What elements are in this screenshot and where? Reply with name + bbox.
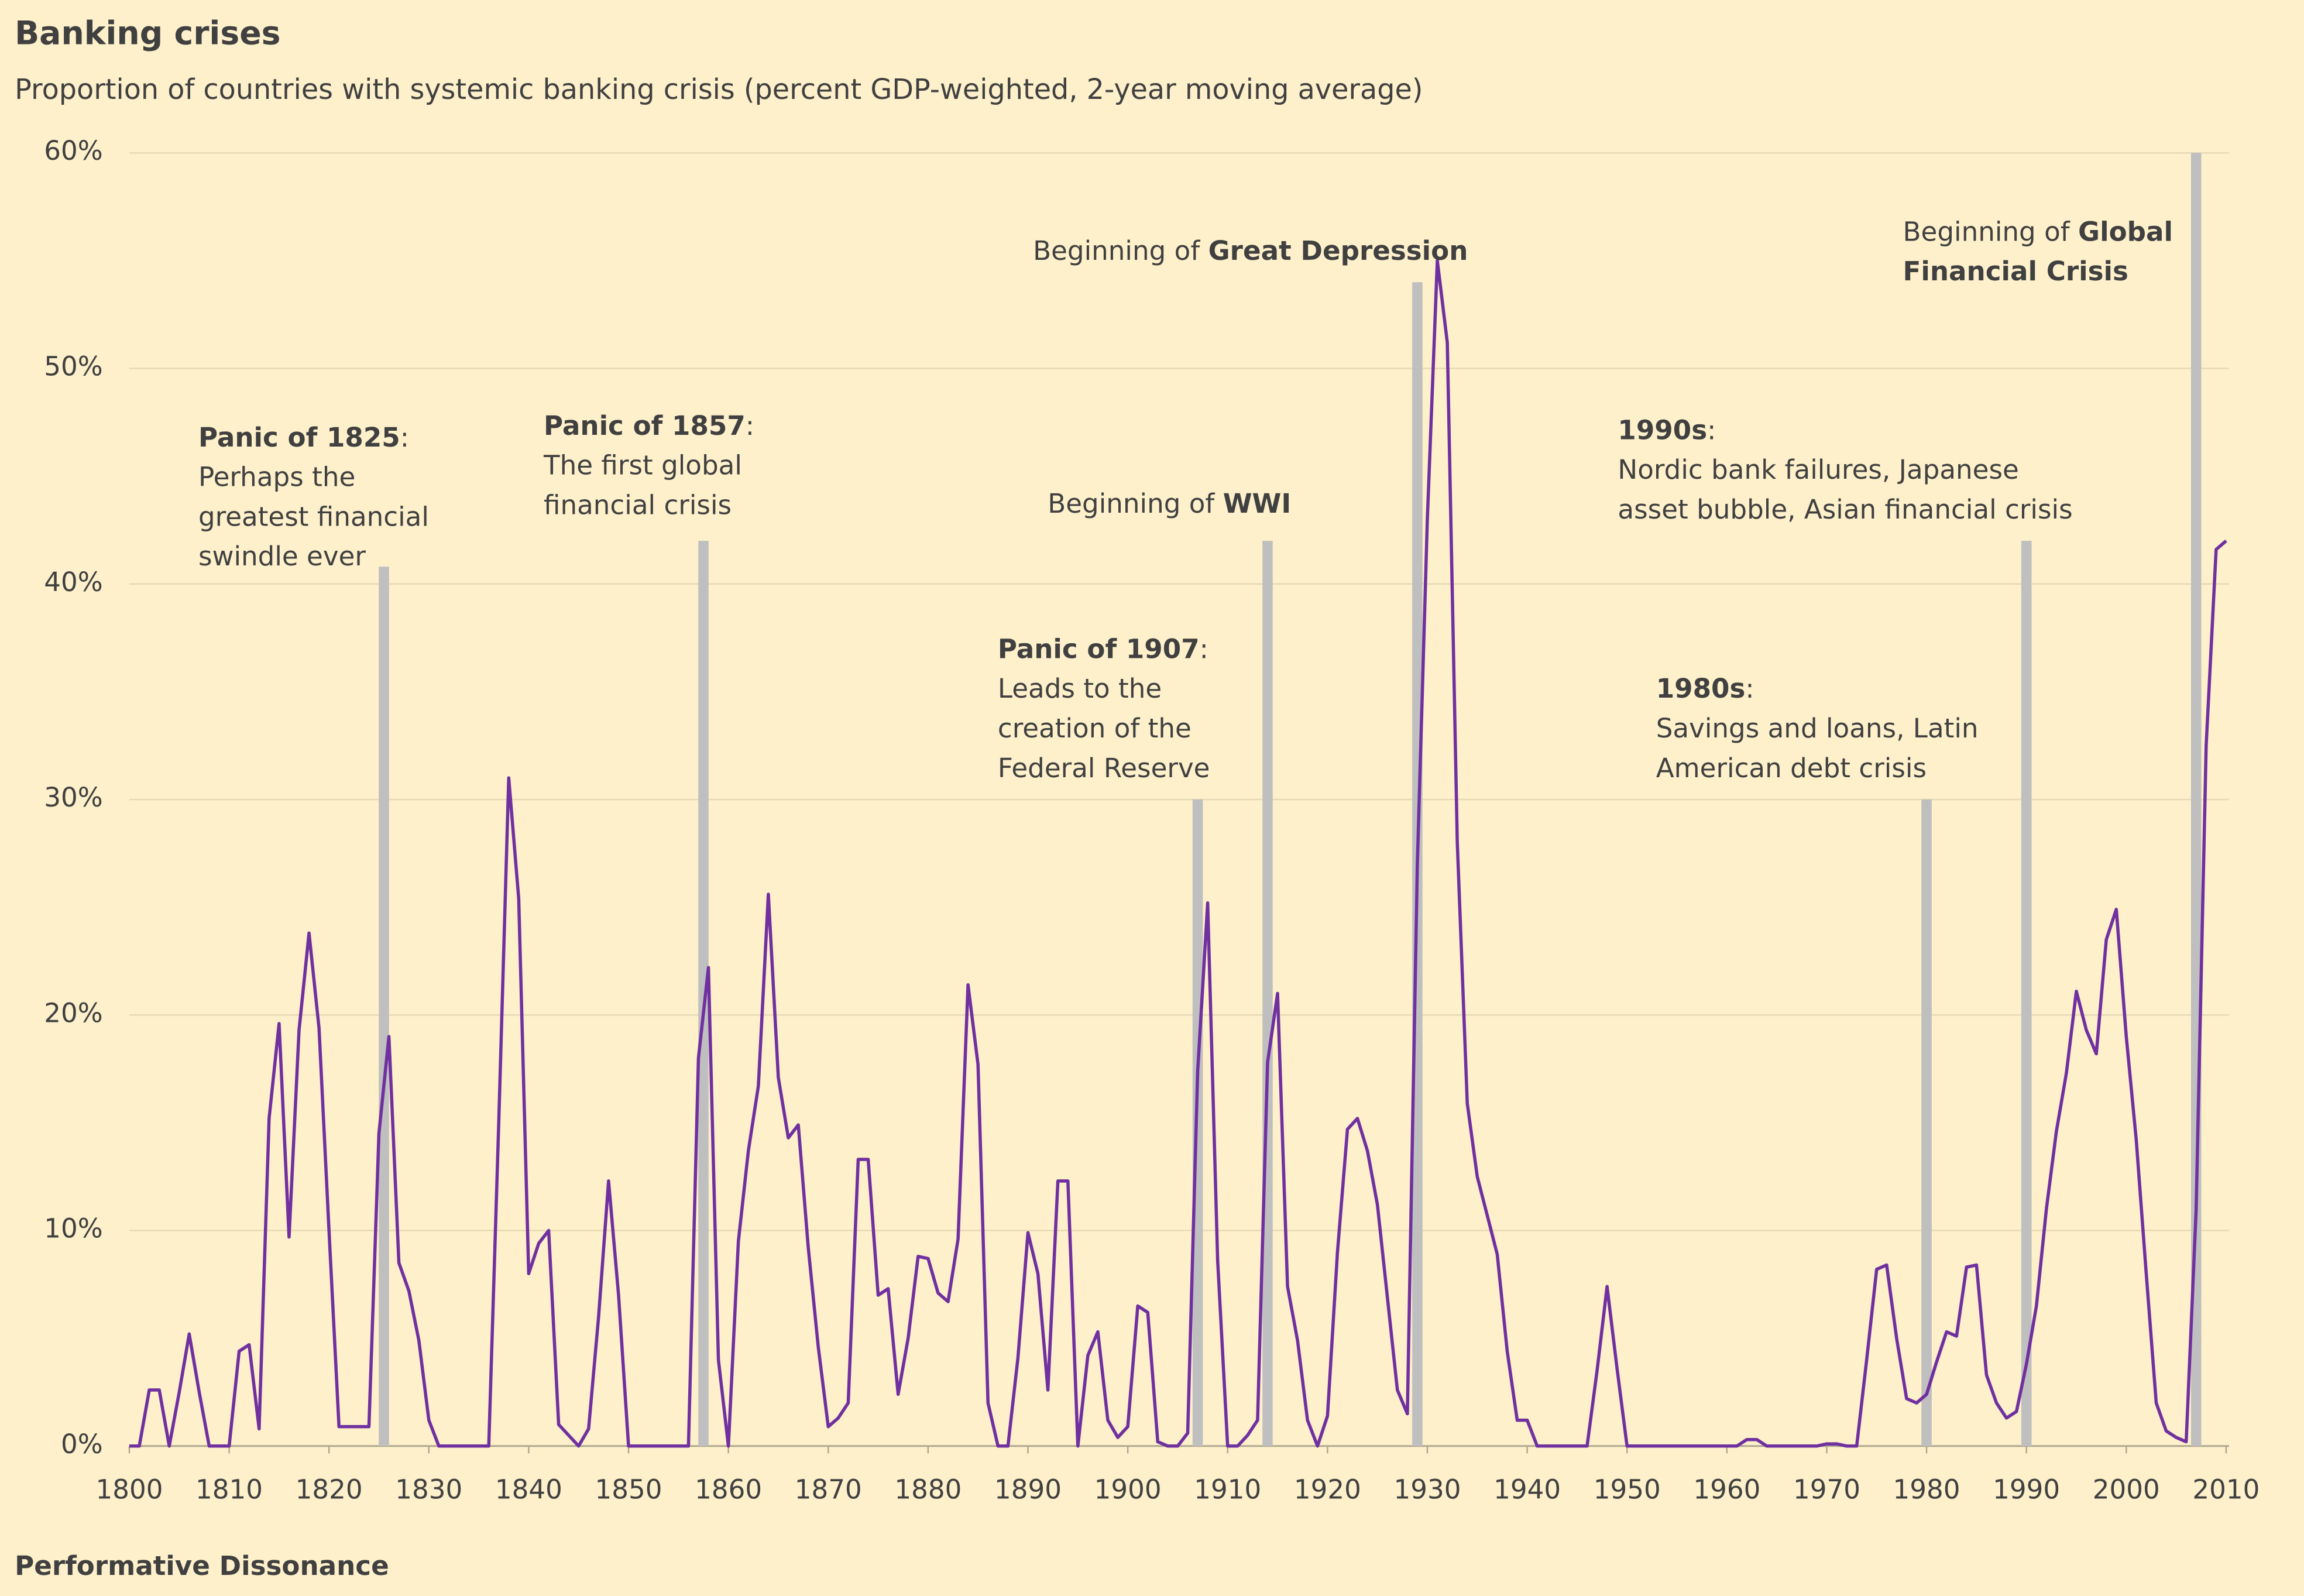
x-tick-label: 1990	[1993, 1474, 2060, 1505]
annotation-span: Great Depression	[1208, 235, 1468, 266]
data-line	[129, 259, 2227, 1448]
x-tick-label: 1920	[1294, 1474, 1361, 1505]
annotation-span: Panic of 1857	[544, 410, 746, 441]
annotation: Beginning of WWI	[1048, 488, 1291, 519]
annotation: greatest financial	[198, 501, 429, 532]
x-tick-label: 1950	[1594, 1474, 1661, 1505]
chart-subtitle: Proportion of countries with systemic ba…	[15, 74, 1423, 106]
x-tick-label: 1820	[296, 1474, 363, 1505]
annotation-span: WWI	[1223, 488, 1292, 519]
y-tick-label: 10%	[44, 1213, 102, 1244]
annotation-span: Beginning of	[1048, 488, 1223, 519]
y-tick-label: 20%	[44, 997, 102, 1028]
chart-title: Banking crises	[15, 15, 280, 53]
annotation: American debt crisis	[1656, 753, 1927, 784]
annotation-span: greatest financial	[198, 501, 429, 532]
annotation-span: The first global	[543, 450, 742, 481]
annotation: creation of the	[998, 713, 1192, 744]
annotation-span: Global	[2078, 216, 2173, 247]
x-tick-label: 1930	[1393, 1474, 1461, 1505]
annotation: Beginning of Great Depression	[1033, 235, 1468, 266]
x-tick-label: 1940	[1493, 1474, 1561, 1505]
y-tick-label: 40%	[44, 567, 102, 598]
x-tick-label: 1870	[795, 1474, 862, 1505]
event-marker	[2190, 153, 2202, 1446]
x-tick-label: 1860	[695, 1474, 762, 1505]
annotation-span: Savings and loans, Latin	[1656, 713, 1979, 744]
annotation: Beginning of Global	[1903, 216, 2173, 247]
annotation-span: Panic of 1907	[998, 633, 1200, 664]
annotation-span: swindle ever	[198, 541, 366, 572]
annotation: Financial Crisis	[1903, 256, 2128, 287]
annotation: 1980s:	[1656, 673, 1754, 704]
annotation-span: 1980s	[1656, 673, 1746, 704]
event-marker	[1262, 541, 1273, 1446]
x-tick-label: 1900	[1094, 1474, 1162, 1505]
annotation-span: creation of the	[998, 713, 1192, 744]
y-tick-label: 0%	[61, 1429, 103, 1460]
annotation: Savings and loans, Latin	[1656, 713, 1979, 744]
annotation-span: Nordic bank failures, Japanese	[1618, 454, 2018, 485]
x-tick-label: 1890	[994, 1474, 1062, 1505]
event-marker	[379, 567, 389, 1446]
annotation: Panic of 1825:	[198, 422, 409, 453]
annotation: The first global	[543, 450, 742, 481]
annotation-span: Financial Crisis	[1903, 256, 2128, 287]
annotation: financial crisis	[544, 489, 732, 520]
annotation: Federal Reserve	[998, 753, 1210, 784]
y-tick-label: 60%	[44, 135, 102, 166]
event-marker	[2021, 541, 2032, 1446]
annotation-span: :	[1707, 414, 1716, 445]
annotation: Perhaps the	[198, 462, 355, 493]
annotation-span: :	[1745, 673, 1754, 704]
annotation-span: Beginning of	[1903, 216, 2078, 247]
annotation: Nordic bank failures, Japanese	[1618, 454, 2018, 485]
annotation-span: Beginning of	[1033, 235, 1208, 266]
annotation-span: American debt crisis	[1656, 753, 1927, 784]
annotation-span: asset bubble, Asian financial crisis	[1618, 494, 2072, 525]
x-tick-label: 1880	[894, 1474, 962, 1505]
event-marker	[698, 541, 709, 1446]
y-tick-label: 30%	[44, 782, 102, 813]
annotation: asset bubble, Asian financial crisis	[1618, 494, 2072, 525]
x-tick-label: 1840	[495, 1474, 562, 1505]
annotation: Panic of 1857:	[544, 410, 754, 441]
x-tick-label: 1850	[595, 1474, 662, 1505]
x-tick-label: 1970	[1793, 1474, 1860, 1505]
y-tick-label: 50%	[44, 351, 102, 382]
annotation: Panic of 1907:	[998, 633, 1208, 664]
x-tick-label: 1910	[1194, 1474, 1261, 1505]
annotation: Leads to the	[998, 673, 1162, 704]
x-tick-label: 1810	[195, 1474, 263, 1505]
annotation-span: :	[746, 410, 754, 441]
x-tick-label: 1960	[1693, 1474, 1760, 1505]
annotation-span: Federal Reserve	[998, 753, 1210, 784]
annotation-span: :	[1200, 633, 1208, 664]
annotation: swindle ever	[198, 541, 366, 572]
annotation-span: Panic of 1825	[198, 422, 400, 453]
event-marker	[1921, 799, 1932, 1446]
annotation-span: Perhaps the	[198, 462, 355, 493]
x-tick-label: 1980	[1893, 1474, 1960, 1505]
x-tick-label: 2010	[2192, 1474, 2260, 1505]
x-tick-label: 1800	[95, 1474, 163, 1505]
source: Performative Dissonance	[15, 1550, 389, 1581]
annotation-span: financial crisis	[544, 489, 732, 520]
x-tick-label: 1830	[395, 1474, 462, 1505]
annotation-span: :	[400, 422, 409, 453]
annotation-span: Leads to the	[998, 673, 1162, 704]
annotation-span: 1990s	[1618, 414, 1707, 445]
annotation: 1990s:	[1618, 414, 1716, 445]
x-tick-label: 2000	[2093, 1474, 2160, 1505]
